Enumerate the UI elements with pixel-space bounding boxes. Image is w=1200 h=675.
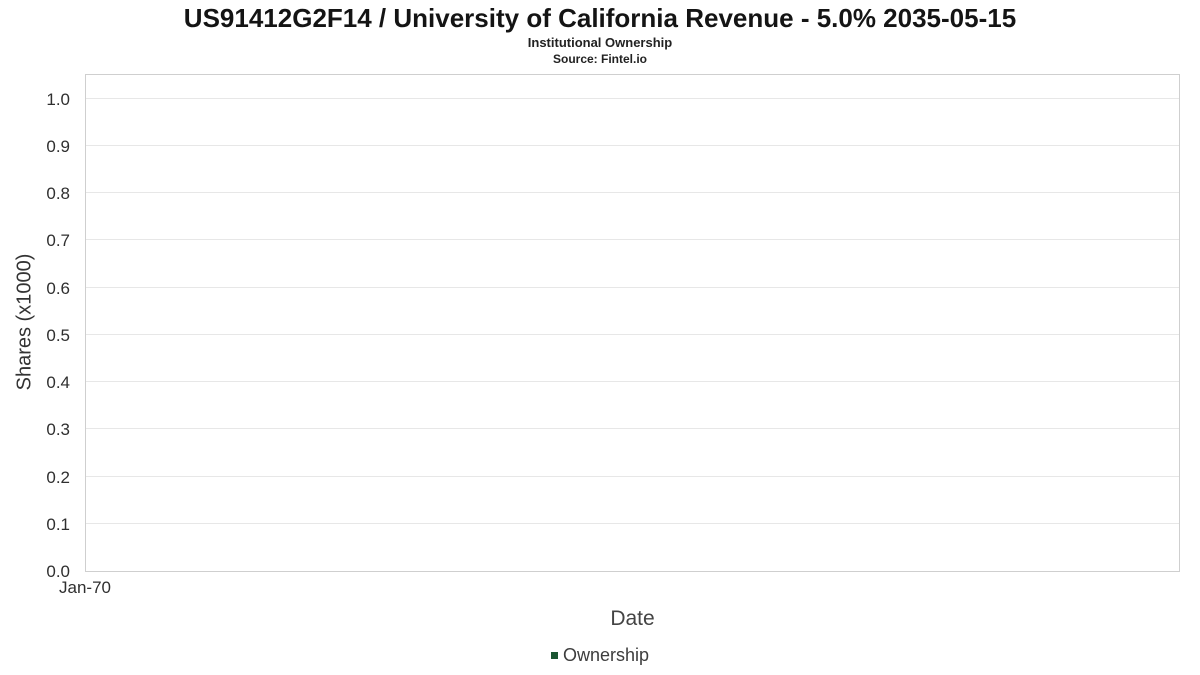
- gridline: [86, 523, 1179, 524]
- gridline: [86, 145, 1179, 146]
- y-tick-label: 1.0: [46, 90, 70, 109]
- x-axis-tick-label: Jan-70: [59, 578, 111, 597]
- y-tick-label: 0.0: [46, 562, 70, 581]
- y-tick-label: 0.2: [46, 468, 70, 487]
- chart-source-note: Source: Fintel.io: [552, 52, 647, 66]
- chart-subtitle: Institutional Ownership: [527, 35, 673, 50]
- y-tick-label: 0.8: [46, 184, 70, 203]
- x-axis-title: Date: [610, 607, 655, 630]
- gridline: [86, 476, 1179, 477]
- legend-marker-icon: [550, 652, 558, 659]
- y-tick-label: 0.5: [46, 326, 70, 345]
- gridline: [86, 428, 1179, 429]
- y-tick-label: 0.4: [46, 373, 70, 392]
- legend[interactable]: Ownership: [0, 645, 1200, 666]
- plot-area: [85, 74, 1180, 572]
- y-tick-label: 0.3: [46, 420, 70, 439]
- y-tick-label: 0.7: [46, 231, 70, 250]
- y-tick-label: 0.9: [46, 137, 70, 156]
- gridline: [86, 287, 1179, 288]
- y-tick-label: 0.1: [46, 515, 70, 534]
- gridline: [86, 98, 1179, 99]
- legend-label: Ownership: [562, 645, 650, 665]
- gridline: [86, 381, 1179, 382]
- gridline: [86, 192, 1179, 193]
- chart-title: US91412G2F14 / University of California …: [183, 3, 1017, 33]
- gridline: [86, 239, 1179, 240]
- y-tick-label: 0.6: [46, 279, 70, 298]
- gridline: [86, 334, 1179, 335]
- y-axis-tick-labels: 0.0 0.1 0.2 0.3 0.4 0.5 0.6 0.7 0.8 0.9 1.0: [0, 74, 78, 581]
